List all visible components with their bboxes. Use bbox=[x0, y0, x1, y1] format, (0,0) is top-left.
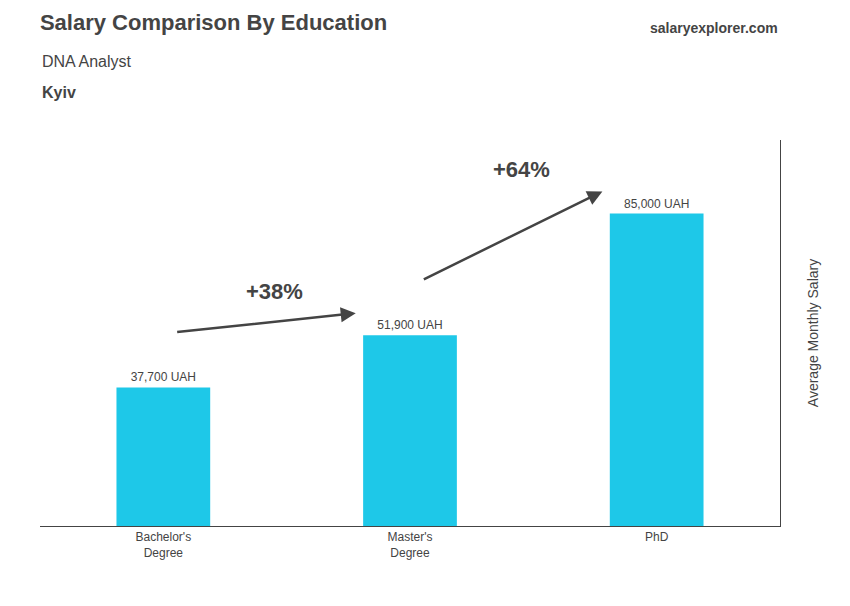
svg-text:salaryexplorer.com: salaryexplorer.com bbox=[650, 20, 778, 36]
svg-text:+38%: +38% bbox=[246, 279, 303, 304]
svg-text:DNA Analyst: DNA Analyst bbox=[42, 53, 131, 70]
svg-text:Kyiv: Kyiv bbox=[42, 84, 76, 101]
svg-text:PhD: PhD bbox=[645, 530, 669, 544]
svg-text:85,000 UAH: 85,000 UAH bbox=[624, 197, 689, 211]
svg-text:+64%: +64% bbox=[493, 157, 550, 182]
svg-text:51,900 UAH: 51,900 UAH bbox=[377, 318, 442, 332]
svg-text:37,700 UAH: 37,700 UAH bbox=[131, 370, 196, 384]
svg-text:Average Monthly Salary: Average Monthly Salary bbox=[805, 259, 821, 407]
svg-text:Salary Comparison By Education: Salary Comparison By Education bbox=[40, 10, 387, 35]
svg-text:Bachelor'sDegree: Bachelor'sDegree bbox=[136, 530, 192, 560]
svg-text:Master'sDegree: Master'sDegree bbox=[388, 530, 433, 560]
